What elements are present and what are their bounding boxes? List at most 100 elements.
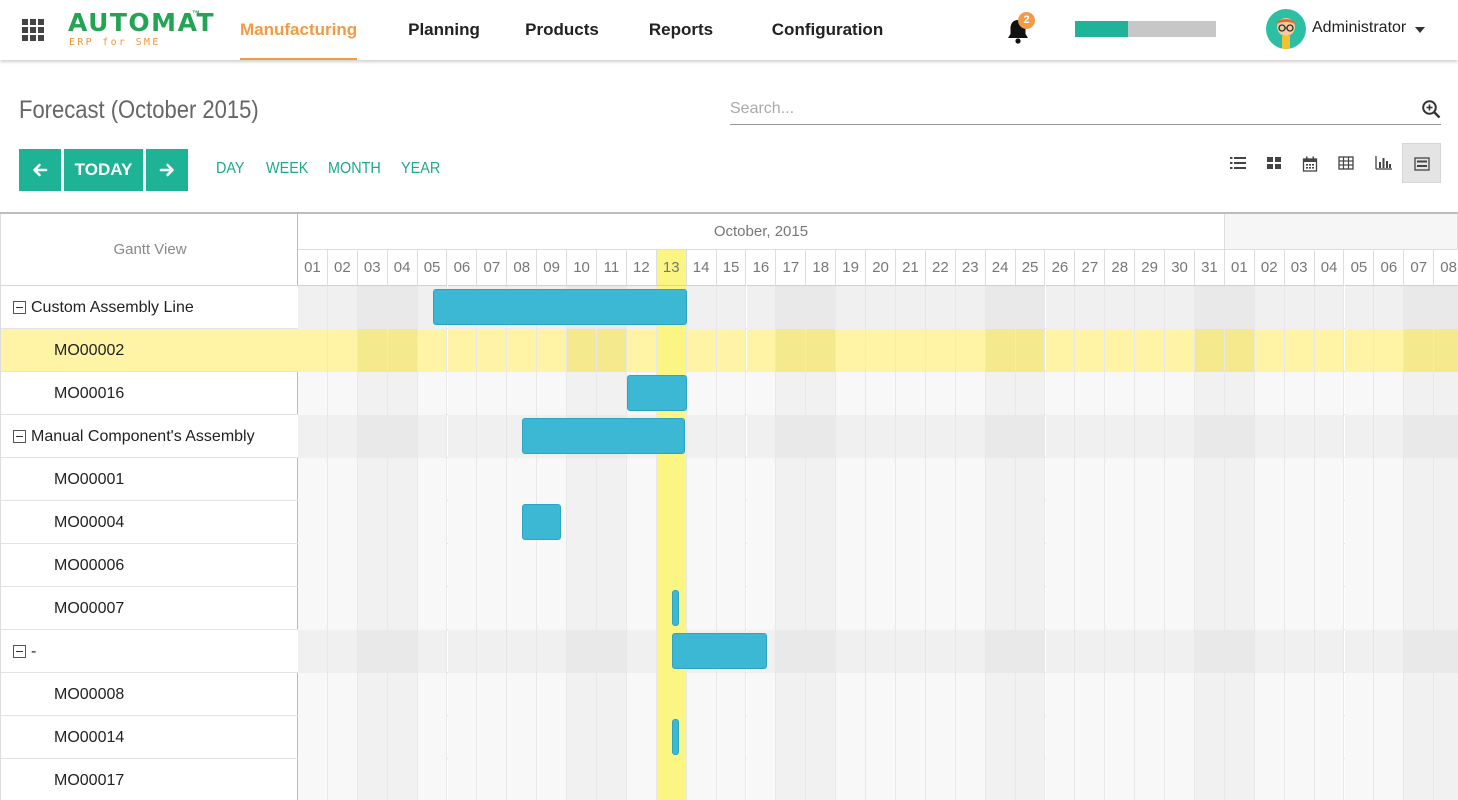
gantt-grid-cell xyxy=(298,759,328,800)
gantt-group-row[interactable]: Custom Assembly Line xyxy=(1,286,298,329)
gantt-grid-cell xyxy=(298,630,328,673)
gantt-grid-cell xyxy=(1015,673,1046,716)
list-view-button[interactable] xyxy=(1219,143,1257,183)
gantt-group-row[interactable]: Manual Component's Assembly xyxy=(1,415,298,458)
today-day-header: 13 xyxy=(656,250,687,286)
scale-day[interactable]: DAY xyxy=(216,160,245,177)
gantt-grid-cell xyxy=(626,673,657,716)
gantt-grid-cell xyxy=(537,630,568,673)
gantt-grid-cell xyxy=(1045,587,1076,630)
gantt-grid-cell xyxy=(925,630,956,673)
gantt-grid-cell xyxy=(507,759,538,800)
gantt-grid-cell xyxy=(1314,286,1345,329)
scale-year[interactable]: YEAR xyxy=(401,160,441,177)
gantt-task-row[interactable]: MO00017 xyxy=(1,759,298,800)
gantt-grid-cell xyxy=(1075,716,1106,759)
gantt-grid-cell xyxy=(1314,544,1345,587)
gantt-grid-cell xyxy=(1105,458,1136,501)
gantt-task-bar[interactable] xyxy=(671,590,680,626)
gantt-grid-cell xyxy=(626,587,657,630)
gantt-grid-cell xyxy=(1284,673,1315,716)
gantt-grid-cell xyxy=(896,458,926,501)
gantt-grid-cell xyxy=(477,716,508,759)
gantt-task-row[interactable]: MO00007 xyxy=(1,587,298,630)
gantt-grid-cell xyxy=(1344,587,1375,630)
gantt-grid-cell xyxy=(597,458,627,501)
gantt-task-bar[interactable] xyxy=(671,633,768,669)
pivot-view-button[interactable] xyxy=(1327,143,1365,183)
gantt-task-row[interactable]: MO00014 xyxy=(1,716,298,759)
gantt-grid-cell xyxy=(985,415,1016,458)
gantt-task-row[interactable]: MO00008 xyxy=(1,673,298,716)
apps-grid-dot xyxy=(30,35,36,41)
gantt-task-row[interactable]: MO00004 xyxy=(1,501,298,544)
gantt-task-row[interactable]: MO00002 xyxy=(1,329,298,372)
prev-button[interactable] xyxy=(19,149,61,191)
graph-view-button[interactable] xyxy=(1364,143,1402,183)
gantt-grid-cell xyxy=(447,329,478,372)
brand-logo[interactable]: AUTOMAT ™ ERP for SME xyxy=(68,9,214,51)
brand-tagline: ERP for SME xyxy=(69,37,161,48)
gantt-grid-cell xyxy=(1404,372,1435,415)
gantt-grid-cell xyxy=(626,544,657,587)
gantt-grid-cell xyxy=(776,587,807,630)
gantt-grid-cell xyxy=(387,372,418,415)
gantt-task-bar[interactable] xyxy=(432,289,687,325)
gantt-grid-cell xyxy=(1135,716,1166,759)
gantt-grid-cell xyxy=(1135,329,1166,372)
gantt-grid-cell xyxy=(985,630,1016,673)
collapse-toggle-icon[interactable] xyxy=(13,645,26,658)
nav-reports[interactable]: Reports xyxy=(648,20,714,39)
gantt-grid-cell xyxy=(357,630,388,673)
apps-grid-icon[interactable] xyxy=(22,19,46,41)
gantt-row-label: MO00014 xyxy=(54,729,125,746)
search-zoom-icon[interactable] xyxy=(1421,99,1441,119)
gantt-task-bar[interactable] xyxy=(522,418,686,454)
scale-week[interactable]: WEEK xyxy=(266,160,309,177)
scale-month[interactable]: MONTH xyxy=(328,160,381,177)
gantt-grid-cell xyxy=(776,716,807,759)
gantt-task-bar[interactable] xyxy=(626,375,687,411)
gantt-task-row[interactable]: MO00006 xyxy=(1,544,298,587)
day-header-cell: 29 xyxy=(1135,250,1166,286)
gantt-grid-cell xyxy=(327,286,358,329)
gantt-grid-cell xyxy=(925,673,956,716)
gantt-grid-cell xyxy=(387,329,418,372)
collapse-toggle-icon[interactable] xyxy=(13,430,26,443)
nav-configuration[interactable]: Configuration xyxy=(771,20,884,39)
gantt-grid-cell xyxy=(1404,544,1435,587)
nav-planning[interactable]: Planning xyxy=(408,20,480,39)
calendar-view-button[interactable] xyxy=(1291,143,1329,183)
gantt-grid-cell xyxy=(1105,372,1136,415)
day-header-cell: 17 xyxy=(776,250,807,286)
gantt-view-button[interactable] xyxy=(1402,143,1441,183)
gantt-grid-cell xyxy=(1344,458,1375,501)
gantt-grid-cell xyxy=(746,501,777,544)
gantt-task-row[interactable]: MO00001 xyxy=(1,458,298,501)
gantt-task-bar[interactable] xyxy=(522,504,562,540)
gantt-group-row[interactable]: - xyxy=(1,630,298,673)
gantt-grid-cell xyxy=(686,501,717,544)
nav-manufacturing[interactable]: Manufacturing xyxy=(240,0,357,60)
gantt-task-row[interactable]: MO00016 xyxy=(1,372,298,415)
gantt-grid-cell xyxy=(925,544,956,587)
gantt-grid-cell xyxy=(626,759,657,800)
gantt-grid-cell xyxy=(1314,673,1345,716)
next-button[interactable] xyxy=(146,149,188,191)
search-input[interactable] xyxy=(730,97,1410,121)
today-button[interactable]: TODAY xyxy=(64,149,143,191)
gantt-task-bar[interactable] xyxy=(671,719,680,755)
day-header-cell: 25 xyxy=(1015,250,1046,286)
gantt-grid-cell xyxy=(567,458,597,501)
gantt-grid-cell xyxy=(985,587,1016,630)
gantt-grid-cell xyxy=(1344,415,1375,458)
gantt-grid-cell xyxy=(1314,501,1345,544)
gantt-grid-cell xyxy=(836,458,867,501)
nav-products[interactable]: Products xyxy=(525,20,599,39)
gantt-grid-cell xyxy=(686,716,717,759)
collapse-toggle-icon[interactable] xyxy=(13,301,26,314)
gantt-grid-cell xyxy=(1254,673,1285,716)
kanban-view-button[interactable] xyxy=(1255,143,1293,183)
gantt-grid-cell xyxy=(1284,286,1315,329)
gantt-grid-cell xyxy=(836,544,867,587)
